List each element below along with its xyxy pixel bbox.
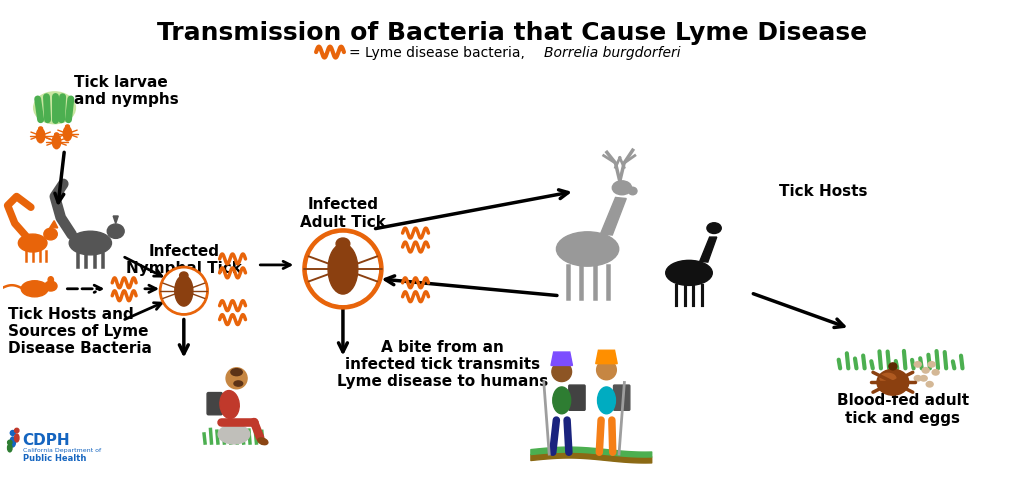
Polygon shape [600,198,627,235]
Circle shape [303,229,383,309]
Ellipse shape [598,387,615,414]
Ellipse shape [39,128,43,131]
Text: CDPH: CDPH [23,432,71,447]
Ellipse shape [48,277,53,284]
Ellipse shape [230,369,243,376]
Circle shape [226,368,247,389]
Ellipse shape [926,382,933,387]
Text: Transmission of Bacteria that Cause Lyme Disease: Transmission of Bacteria that Cause Lyme… [157,21,867,45]
Ellipse shape [233,381,243,386]
Ellipse shape [175,276,193,307]
Ellipse shape [34,93,76,124]
Ellipse shape [44,282,57,292]
Circle shape [14,428,18,433]
Text: Blood-fed adult
tick and eggs: Blood-fed adult tick and eggs [837,392,969,425]
Ellipse shape [44,229,57,240]
FancyBboxPatch shape [613,385,630,410]
Polygon shape [50,221,57,228]
Ellipse shape [336,238,350,250]
Ellipse shape [707,223,721,234]
Ellipse shape [70,232,112,256]
Ellipse shape [7,444,12,452]
FancyBboxPatch shape [568,385,585,410]
Ellipse shape [932,370,939,375]
Ellipse shape [914,362,922,367]
Ellipse shape [220,391,240,419]
Text: Tick Hosts and
Sources of Lyme
Disease Bacteria: Tick Hosts and Sources of Lyme Disease B… [8,306,152,356]
Ellipse shape [10,437,15,447]
Ellipse shape [877,370,908,395]
Text: California Department of: California Department of [23,447,100,452]
Ellipse shape [258,438,268,445]
Ellipse shape [218,425,250,444]
Text: = Lyme disease bacteria,: = Lyme disease bacteria, [349,46,529,60]
Text: Infected
Nymphal Tick: Infected Nymphal Tick [126,243,242,276]
Ellipse shape [54,134,58,137]
Polygon shape [596,351,617,364]
Text: Tick larvae
and nymphs: Tick larvae and nymphs [75,75,179,107]
Ellipse shape [612,181,632,195]
Polygon shape [114,216,118,224]
Ellipse shape [328,244,357,295]
Text: Infected
Adult Tick: Infected Adult Tick [300,197,386,229]
Circle shape [160,267,208,316]
Circle shape [597,360,616,380]
Text: Borrelia burgdorferi: Borrelia burgdorferi [544,46,680,60]
Ellipse shape [553,387,570,414]
Circle shape [307,234,379,305]
Ellipse shape [22,281,48,297]
Ellipse shape [928,362,935,367]
Ellipse shape [108,224,124,239]
Circle shape [552,362,571,382]
Ellipse shape [18,234,47,253]
Ellipse shape [37,129,45,143]
Ellipse shape [66,126,70,129]
Ellipse shape [629,188,637,195]
Circle shape [10,431,15,435]
Text: A bite from an
infected tick transmits
Lyme disease to humans: A bite from an infected tick transmits L… [337,339,548,389]
Ellipse shape [666,261,713,286]
Ellipse shape [179,273,188,280]
Ellipse shape [923,368,929,373]
Polygon shape [551,352,572,366]
Ellipse shape [556,232,618,267]
Ellipse shape [880,374,896,383]
Circle shape [7,440,12,445]
Text: Tick Hosts: Tick Hosts [778,184,867,199]
Ellipse shape [921,376,927,381]
Circle shape [162,270,206,313]
Polygon shape [699,237,717,263]
Ellipse shape [63,127,72,141]
FancyBboxPatch shape [207,393,222,415]
Ellipse shape [889,363,897,370]
Ellipse shape [14,434,19,442]
Ellipse shape [52,135,60,149]
Text: Public Health: Public Health [23,453,86,462]
Ellipse shape [914,376,922,381]
